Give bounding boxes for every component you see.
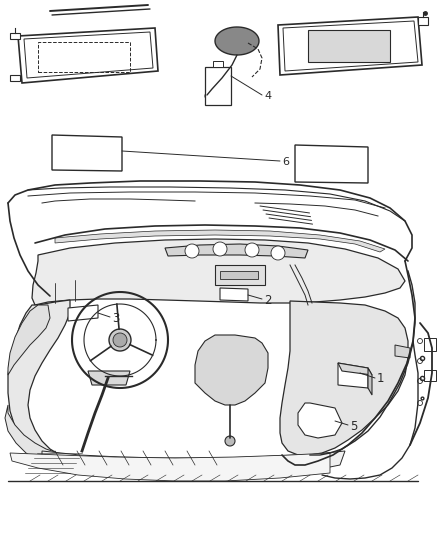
Polygon shape bbox=[88, 371, 130, 385]
Polygon shape bbox=[220, 271, 258, 279]
Circle shape bbox=[245, 243, 259, 257]
Polygon shape bbox=[298, 403, 342, 438]
Circle shape bbox=[185, 244, 199, 258]
Text: 6: 6 bbox=[282, 157, 289, 167]
Text: 1: 1 bbox=[377, 373, 385, 385]
Circle shape bbox=[271, 246, 285, 260]
Polygon shape bbox=[368, 368, 372, 395]
Polygon shape bbox=[18, 28, 158, 83]
Polygon shape bbox=[338, 363, 372, 375]
Text: 4: 4 bbox=[264, 91, 271, 101]
Circle shape bbox=[205, 92, 213, 100]
Bar bbox=[308, 30, 390, 62]
Polygon shape bbox=[5, 405, 68, 465]
Circle shape bbox=[113, 333, 127, 347]
Polygon shape bbox=[165, 244, 308, 258]
Bar bbox=[38, 42, 130, 72]
Polygon shape bbox=[10, 33, 20, 39]
Polygon shape bbox=[280, 301, 408, 455]
Polygon shape bbox=[32, 239, 405, 305]
Polygon shape bbox=[215, 27, 259, 55]
Circle shape bbox=[213, 242, 227, 256]
Polygon shape bbox=[42, 451, 345, 477]
Polygon shape bbox=[8, 300, 80, 465]
Polygon shape bbox=[52, 135, 122, 171]
Polygon shape bbox=[278, 17, 422, 75]
Polygon shape bbox=[55, 230, 385, 252]
Polygon shape bbox=[424, 370, 436, 381]
Polygon shape bbox=[395, 345, 410, 358]
Polygon shape bbox=[220, 288, 248, 301]
Polygon shape bbox=[195, 335, 268, 405]
Polygon shape bbox=[338, 363, 368, 388]
Polygon shape bbox=[10, 453, 330, 481]
Circle shape bbox=[109, 329, 131, 351]
Polygon shape bbox=[68, 305, 98, 321]
Text: 3: 3 bbox=[112, 311, 120, 325]
Polygon shape bbox=[215, 265, 265, 285]
Polygon shape bbox=[295, 145, 368, 183]
Polygon shape bbox=[10, 75, 20, 81]
Polygon shape bbox=[283, 21, 418, 71]
Circle shape bbox=[225, 436, 235, 446]
Text: 2: 2 bbox=[264, 294, 272, 306]
Polygon shape bbox=[8, 305, 50, 375]
Polygon shape bbox=[213, 61, 223, 67]
Polygon shape bbox=[205, 67, 231, 105]
Polygon shape bbox=[24, 32, 153, 78]
Text: 5: 5 bbox=[350, 419, 357, 432]
Polygon shape bbox=[418, 17, 428, 25]
Polygon shape bbox=[424, 338, 436, 351]
